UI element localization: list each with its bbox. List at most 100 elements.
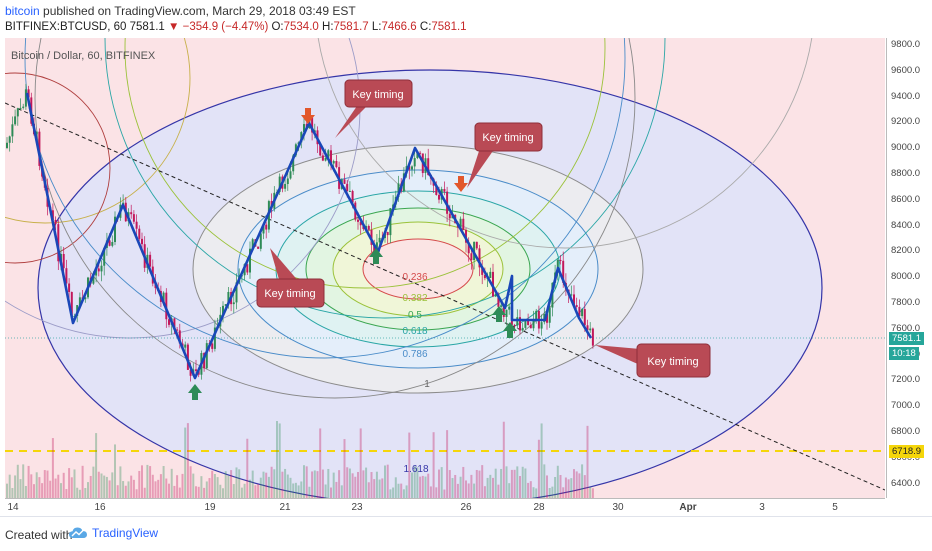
volume-bar <box>535 488 538 498</box>
volume-bar <box>157 479 160 498</box>
volume-bar <box>73 469 76 498</box>
volume-bar <box>130 475 133 498</box>
candle-body <box>516 317 519 326</box>
tradingview-name: TradingView <box>92 526 159 540</box>
zigzag-pattern[interactable] <box>25 92 593 380</box>
price-axis[interactable]: 9800.0 9600.0 9400.0 9200.0 9000.0 8800.0 8600… <box>886 38 932 498</box>
candle-body <box>227 291 230 305</box>
volume-bar <box>546 475 548 498</box>
volume-bar <box>340 485 343 498</box>
volume-bar <box>57 474 60 498</box>
volume-bar <box>573 469 575 498</box>
fib-ellipse-0236 <box>362 238 474 300</box>
volume-bar <box>351 473 354 498</box>
volume-bar <box>103 475 106 498</box>
volume-bar <box>583 475 586 498</box>
tradingview-logo[interactable]: TradingView <box>68 526 158 540</box>
created-with-text: Created with <box>5 528 73 542</box>
volume-bar <box>316 471 319 498</box>
volume-bar <box>173 485 176 498</box>
bar-countdown: 10:18 <box>889 347 919 360</box>
volume-bar <box>454 474 457 498</box>
candle-body <box>497 293 500 307</box>
price-tick: 8400.0 <box>891 219 921 231</box>
callout-key-timing-4[interactable]: Key timing <box>595 343 711 378</box>
volume-bar <box>432 432 435 498</box>
price-change: −354.9 (−4.47%) <box>182 21 269 33</box>
volume-bar <box>508 483 511 498</box>
candle-body <box>278 176 281 192</box>
candle-body <box>435 185 438 195</box>
candle-body <box>14 116 17 125</box>
candle-body <box>92 275 95 284</box>
volume-bar <box>411 472 413 498</box>
ohlc-h-label: H: <box>322 21 334 33</box>
volume-bar <box>143 487 146 498</box>
volume-bar <box>486 477 489 498</box>
volume-bar <box>459 476 462 498</box>
volume-bar <box>19 479 22 498</box>
volume-bar <box>456 483 459 498</box>
candle-body <box>224 304 227 306</box>
candle-body <box>78 297 81 306</box>
volume-bar <box>257 484 260 498</box>
volume-bar <box>381 478 384 498</box>
candle-body <box>478 248 481 268</box>
ohlc-low: 7466.6 <box>381 21 417 33</box>
callout-key-timing-2[interactable]: Key timing <box>256 248 325 308</box>
candle-body <box>262 224 265 234</box>
volume-bar <box>346 467 349 498</box>
candle-body <box>581 309 584 317</box>
callout-key-timing-3[interactable]: Key timing <box>467 122 543 188</box>
volume-bar <box>51 438 54 498</box>
callout-key-timing-1[interactable]: Key timing <box>335 79 413 138</box>
candle-body <box>27 89 30 98</box>
callout-text: Key timing <box>647 356 698 368</box>
volume-bar <box>124 485 127 498</box>
candle-body <box>413 158 416 167</box>
volume-bar <box>186 423 189 498</box>
time-tick: 21 <box>279 502 291 513</box>
candle-body <box>532 320 535 329</box>
candle-body <box>332 161 335 164</box>
volume-bar <box>510 469 513 498</box>
time-axis[interactable]: 14 16 19 21 23 26 28 30 Apr 3 5 <box>5 498 885 517</box>
chart-header: bitcoin published on TradingView.com, Ma… <box>0 0 932 38</box>
candle-body <box>481 267 484 275</box>
candle-body <box>189 369 192 376</box>
chart-canvas[interactable]: 0.236 0.382 0.5 0.618 0.786 1 1.618 Key … <box>5 38 885 498</box>
volume-bar <box>540 423 543 498</box>
last-price: 7581.1 <box>129 21 165 33</box>
candle-body <box>95 268 98 276</box>
volume-bar <box>35 472 38 498</box>
chart-pane[interactable]: 0.236 0.382 0.5 0.618 0.786 1 1.618 Key … <box>5 38 885 498</box>
volume-bar <box>389 489 392 498</box>
trend-line[interactable] <box>5 102 885 491</box>
candle-body <box>286 178 289 185</box>
volume-bar <box>521 466 524 498</box>
volume-bar <box>208 478 211 498</box>
candle-body <box>559 259 562 261</box>
candle-body <box>589 328 592 331</box>
candle-body <box>330 150 332 164</box>
candle-body <box>591 328 594 346</box>
candle-body <box>311 117 314 133</box>
volume-bar <box>586 425 589 498</box>
volume-bar <box>178 487 181 498</box>
candle-body <box>348 190 351 192</box>
candle-body <box>70 292 73 317</box>
candle-body <box>327 150 330 158</box>
candle-body <box>459 218 462 228</box>
candle-body <box>416 152 419 159</box>
volume-bar <box>159 474 162 498</box>
volume-bar <box>286 474 289 498</box>
volume-bar <box>176 475 179 498</box>
publisher-link[interactable]: bitcoin <box>5 4 40 18</box>
candle-body <box>178 330 181 344</box>
volume-bar <box>348 468 351 498</box>
symbol-name[interactable]: BITFINEX:BTCUSD, 60 <box>5 21 127 33</box>
time-tick: 19 <box>204 502 216 513</box>
volume-bar <box>300 481 303 498</box>
candle-body <box>292 155 295 172</box>
volume-bar <box>135 489 138 498</box>
